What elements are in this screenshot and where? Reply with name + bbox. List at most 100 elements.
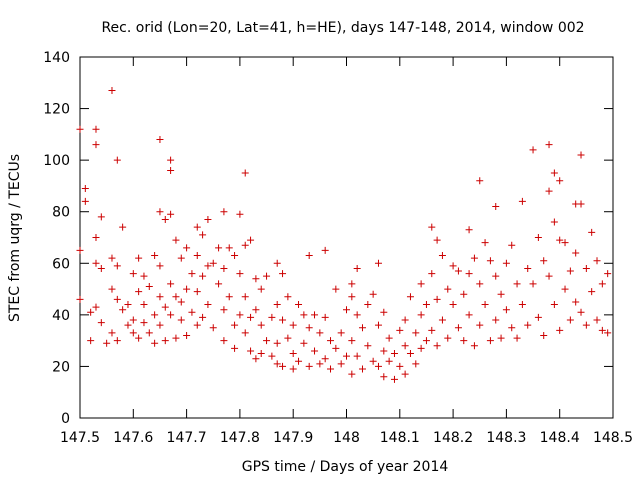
data-point [588,228,596,236]
data-point [140,272,148,280]
data-point [156,136,164,144]
data-point [167,166,175,174]
y-tick-label: 40 [52,308,70,324]
data-point [103,339,111,347]
data-point [97,264,105,272]
data-point [518,197,526,205]
data-point [449,301,457,309]
data-point [385,334,393,342]
data-point [588,288,596,296]
data-point [279,362,287,370]
data-point [167,156,175,164]
data-point [556,236,564,244]
data-point [337,360,345,368]
data-point [241,241,249,249]
data-point [193,288,201,296]
data-point [406,350,414,358]
data-point [263,272,271,280]
x-tick-label: 148 [333,430,360,446]
data-point [215,244,223,252]
data-point [209,324,217,332]
data-point [385,357,393,365]
data-points [76,87,612,383]
data-point [598,326,606,334]
data-point [582,321,590,329]
data-point [593,257,601,265]
data-point [396,362,404,370]
data-point [273,259,281,267]
data-point [161,303,169,311]
y-tick-label: 0 [61,411,70,427]
data-point [428,326,436,334]
data-point [113,262,121,270]
data-point [417,280,425,288]
y-tick-label: 60 [52,256,70,272]
data-point [209,259,217,267]
data-point [481,239,489,247]
data-point [177,316,185,324]
data-point [113,156,121,164]
data-point [497,334,505,342]
data-point [124,321,132,329]
data-point [273,339,281,347]
data-point [412,360,420,368]
data-point [295,357,303,365]
data-point [231,252,239,260]
data-point [380,308,388,316]
data-point [204,301,212,309]
data-point [353,264,361,272]
data-point [438,252,446,260]
data-point [358,324,366,332]
data-point [247,236,255,244]
data-point [476,177,484,185]
data-point [193,321,201,329]
data-point [545,187,553,195]
data-point [300,311,308,319]
data-point [534,234,542,241]
data-point [183,331,191,339]
data-point [231,344,239,352]
data-point [92,141,100,149]
data-point [156,208,164,216]
data-point [172,293,180,301]
data-point [183,285,191,293]
data-point [311,311,319,319]
data-point [199,313,207,321]
data-point [135,334,143,342]
data-point [183,244,191,252]
data-point [502,306,510,314]
data-point [247,313,255,321]
data-point [550,301,558,309]
x-axis: 147.5 147.6 147.7 147.8 147.9 148 148.1 148.2 14… [60,57,633,446]
data-point [476,321,484,329]
data-point [422,301,430,309]
data-point [374,321,382,329]
data-point [353,352,361,360]
data-point [167,210,175,218]
data-point [172,334,180,342]
data-point [167,280,175,288]
data-point [92,259,100,267]
data-point [76,246,84,254]
data-point [524,321,532,329]
data-point [332,285,340,293]
data-point [76,295,84,303]
data-point [433,342,441,350]
data-point [534,313,542,321]
data-point [406,293,414,301]
data-point [252,306,260,314]
data-point [129,270,137,278]
data-point [145,329,153,337]
data-point [369,357,377,365]
data-point [401,316,409,324]
y-tick-label: 120 [43,102,70,118]
data-point [572,298,580,306]
data-point [316,329,324,337]
data-point [327,337,335,345]
x-axis-title: GPS time / Days of year 2014 [242,459,449,475]
data-point [199,231,207,239]
data-point [289,350,297,358]
data-point [289,321,297,329]
data-point [428,223,436,231]
